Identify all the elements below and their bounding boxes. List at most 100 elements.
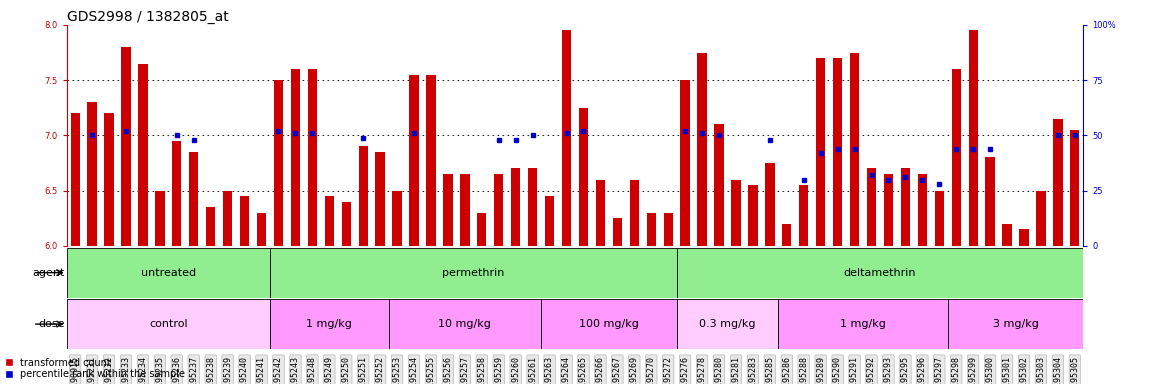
Bar	[443, 174, 453, 246]
Bar	[900, 169, 910, 246]
Bar	[986, 157, 995, 246]
Text: GSM195297: GSM195297	[935, 356, 944, 384]
Bar	[376, 152, 385, 246]
Bar	[816, 58, 826, 246]
Text: GSM195289: GSM195289	[816, 356, 826, 384]
Text: GSM195232: GSM195232	[105, 356, 114, 384]
Text: GSM195291: GSM195291	[850, 356, 859, 384]
Text: GSM195290: GSM195290	[833, 356, 842, 384]
Text: GSM195251: GSM195251	[359, 356, 368, 384]
Text: GDS2998 / 1382805_at: GDS2998 / 1382805_at	[67, 10, 229, 24]
Bar	[494, 174, 504, 246]
Bar	[67, 248, 270, 298]
Bar	[138, 64, 147, 246]
Text: GSM195281: GSM195281	[731, 356, 741, 384]
Text: GSM195256: GSM195256	[444, 356, 452, 384]
Bar	[664, 213, 673, 246]
Text: GSM195238: GSM195238	[206, 356, 215, 384]
Bar	[240, 196, 250, 246]
Text: GSM195278: GSM195278	[698, 356, 706, 384]
Text: GSM195295: GSM195295	[900, 356, 910, 384]
Bar	[427, 74, 436, 246]
Text: 100 mg/kg: 100 mg/kg	[578, 319, 638, 329]
Text: dose: dose	[38, 319, 64, 329]
Bar	[935, 190, 944, 246]
Text: GSM195253: GSM195253	[392, 356, 401, 384]
Text: GSM195293: GSM195293	[884, 356, 892, 384]
Bar	[392, 190, 401, 246]
Text: GSM195240: GSM195240	[240, 356, 250, 384]
Text: GSM195283: GSM195283	[749, 356, 758, 384]
Bar	[951, 69, 961, 246]
Bar	[274, 80, 283, 246]
Text: GSM190915: GSM190915	[70, 356, 79, 384]
Text: GSM195276: GSM195276	[681, 356, 690, 384]
Bar	[596, 180, 605, 246]
Text: 1 mg/kg: 1 mg/kg	[306, 319, 352, 329]
Text: GSM195264: GSM195264	[562, 356, 572, 384]
Text: GSM195233: GSM195233	[122, 356, 130, 384]
Text: GSM195300: GSM195300	[986, 356, 995, 384]
Text: GSM195305: GSM195305	[1071, 356, 1080, 384]
Bar	[676, 299, 779, 349]
Bar	[968, 30, 978, 246]
Text: GSM195285: GSM195285	[766, 356, 774, 384]
Bar	[528, 169, 537, 246]
Text: GSM195260: GSM195260	[512, 356, 520, 384]
Bar	[105, 113, 114, 246]
Bar	[676, 248, 1083, 298]
Bar	[562, 30, 572, 246]
Text: 0.3 mg/kg: 0.3 mg/kg	[699, 319, 756, 329]
Bar	[342, 202, 351, 246]
Text: GSM195236: GSM195236	[172, 356, 182, 384]
Text: GSM195299: GSM195299	[968, 356, 978, 384]
Text: GSM195288: GSM195288	[799, 356, 808, 384]
Text: GSM195296: GSM195296	[918, 356, 927, 384]
Text: GSM195265: GSM195265	[578, 356, 588, 384]
Bar	[779, 299, 948, 349]
Text: GSM195237: GSM195237	[190, 356, 198, 384]
Text: 3 mg/kg: 3 mg/kg	[992, 319, 1038, 329]
Bar	[67, 299, 270, 349]
Bar	[409, 74, 419, 246]
Bar	[714, 124, 723, 246]
Text: GSM195248: GSM195248	[308, 356, 317, 384]
Text: deltamethrin: deltamethrin	[844, 268, 917, 278]
Bar	[646, 213, 656, 246]
Text: GSM195235: GSM195235	[155, 356, 164, 384]
Bar	[155, 190, 164, 246]
Text: GSM195266: GSM195266	[596, 356, 605, 384]
Bar	[172, 141, 182, 246]
Text: control: control	[150, 319, 187, 329]
Bar	[87, 102, 97, 246]
Text: GSM195269: GSM195269	[630, 356, 638, 384]
Bar	[324, 196, 333, 246]
Text: GSM195280: GSM195280	[714, 356, 723, 384]
Bar	[511, 169, 520, 246]
Bar	[270, 248, 676, 298]
Bar	[630, 180, 639, 246]
Text: GSM195267: GSM195267	[613, 356, 622, 384]
Bar	[545, 196, 554, 246]
Bar	[460, 174, 469, 246]
Bar	[223, 190, 232, 246]
Text: GSM195257: GSM195257	[460, 356, 469, 384]
Legend: transformed count, percentile rank within the sample: transformed count, percentile rank withi…	[5, 358, 185, 379]
Text: GSM195292: GSM195292	[867, 356, 876, 384]
Bar	[477, 213, 486, 246]
Bar	[782, 223, 791, 246]
Text: GSM195304: GSM195304	[1053, 356, 1063, 384]
Bar	[308, 69, 317, 246]
Text: GSM195286: GSM195286	[782, 356, 791, 384]
Bar	[122, 47, 131, 246]
Bar	[731, 180, 741, 246]
Bar	[1019, 229, 1028, 246]
Bar	[270, 299, 389, 349]
Text: 10 mg/kg: 10 mg/kg	[438, 319, 491, 329]
Text: GSM195259: GSM195259	[494, 356, 504, 384]
Bar	[948, 299, 1083, 349]
Bar	[850, 53, 859, 246]
Text: GSM195255: GSM195255	[427, 356, 436, 384]
Text: GSM195239: GSM195239	[223, 356, 232, 384]
Text: agent: agent	[32, 268, 64, 278]
